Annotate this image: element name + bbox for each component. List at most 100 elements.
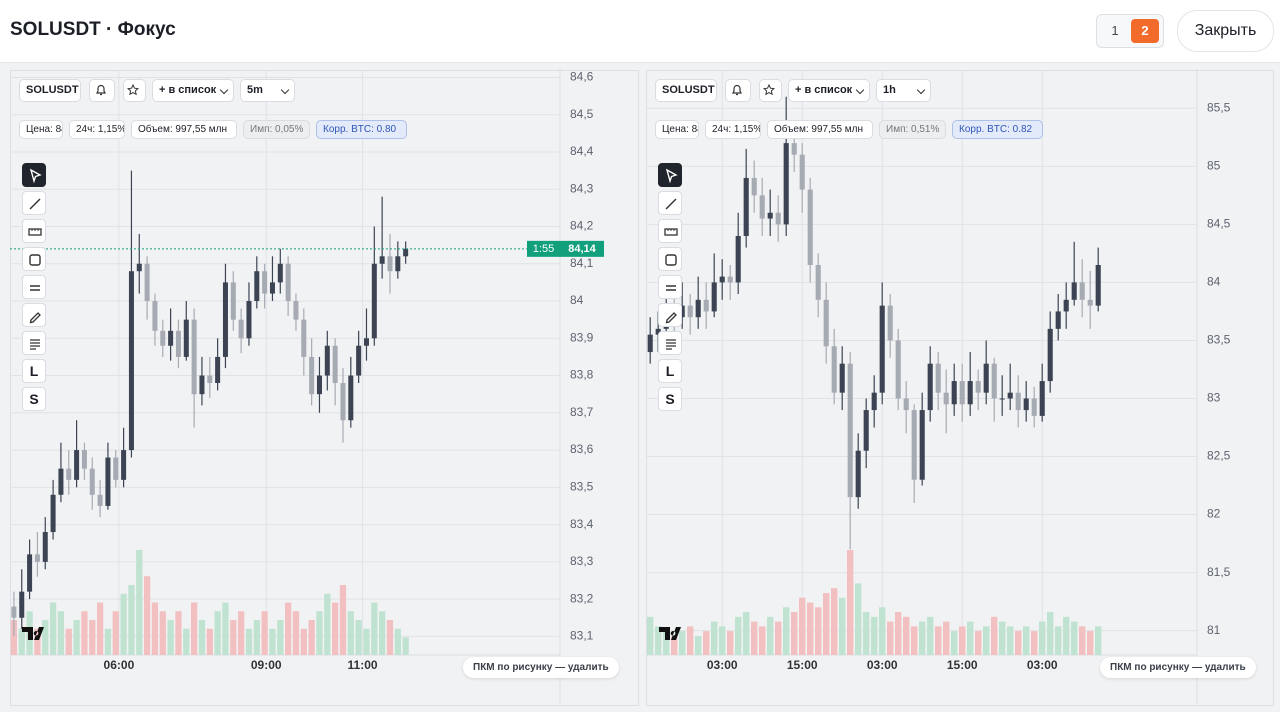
interval-select[interactable]: 1h	[876, 79, 931, 102]
candle-body	[975, 381, 981, 393]
candle-body	[903, 398, 909, 411]
volume-bar	[151, 602, 159, 655]
candle-body	[293, 301, 299, 320]
candle-body	[371, 263, 377, 339]
candle-body	[113, 457, 119, 480]
symbol-chip[interactable]: SOLUSDT	[655, 79, 717, 102]
close-button[interactable]: Закрыть	[1177, 10, 1274, 52]
tool-button[interactable]	[22, 191, 46, 215]
tool-button[interactable]: L	[658, 359, 682, 383]
candle-body	[42, 532, 48, 562]
y-tick-label: 84,5	[1207, 217, 1231, 231]
volume-bar	[167, 620, 174, 655]
volume-bar	[775, 621, 782, 655]
volume-bar	[951, 631, 958, 655]
y-tick-label: 83,1	[570, 629, 594, 643]
volume-bar	[719, 626, 726, 655]
volume-bar	[128, 585, 135, 655]
candle-body	[1087, 299, 1093, 306]
watchlist-select[interactable]: + в список	[788, 79, 870, 102]
y-tick-label: 83,5	[570, 479, 594, 493]
tool-button[interactable]: S	[22, 387, 46, 411]
volume-bar	[402, 637, 409, 655]
tool-button[interactable]: L	[22, 359, 46, 383]
candle-body	[58, 468, 64, 495]
tabs: 1 2	[1096, 14, 1164, 48]
volume-bar	[703, 631, 710, 655]
tool-button[interactable]	[658, 191, 682, 215]
tool-button[interactable]	[658, 219, 682, 243]
tool-button[interactable]	[22, 163, 46, 187]
tool-button[interactable]	[658, 163, 682, 187]
tab-active[interactable]: 2	[1131, 19, 1159, 43]
volume-bar	[57, 611, 65, 655]
tool-button[interactable]	[22, 247, 46, 271]
tool-button[interactable]	[658, 331, 682, 355]
volume-bar	[903, 616, 910, 655]
candle-body	[959, 381, 965, 405]
volume-bar	[887, 621, 894, 655]
candle-body	[783, 143, 789, 225]
candle-body	[847, 363, 853, 498]
y-tick-label: 84,4	[570, 144, 594, 158]
candle-body	[27, 554, 33, 592]
volume-bar	[863, 612, 870, 655]
candle-body	[1039, 381, 1045, 416]
y-tick-label: 85	[1207, 159, 1221, 173]
volume-bar	[96, 602, 104, 655]
tool-button[interactable]: S	[658, 387, 682, 411]
candle-body	[1071, 282, 1077, 300]
stat-chip: Цена: 84,14	[19, 120, 63, 139]
candle-body	[254, 271, 260, 302]
volume-bar	[285, 602, 292, 655]
candle-body	[238, 319, 244, 339]
tool-button[interactable]	[658, 303, 682, 327]
candle-body	[136, 263, 142, 272]
tab[interactable]: 1	[1111, 23, 1119, 38]
candle-body	[395, 256, 401, 272]
volume-bar	[711, 621, 718, 655]
x-tick-label: 03:00	[1027, 658, 1058, 672]
tool-button[interactable]	[658, 275, 682, 299]
volume-bar	[943, 621, 950, 655]
tool-button[interactable]	[22, 303, 46, 327]
symbol-chip[interactable]: SOLUSDT	[19, 79, 81, 102]
volume-bar	[363, 628, 370, 655]
tool-button[interactable]	[22, 275, 46, 299]
volume-bar	[136, 550, 143, 655]
candle-body	[379, 256, 385, 264]
candle-body	[799, 154, 805, 190]
candle-body	[735, 235, 741, 283]
alert-button[interactable]	[725, 79, 751, 102]
tool-button[interactable]	[22, 219, 46, 243]
favorite-button[interactable]	[123, 79, 146, 102]
x-tick-label: 09:00	[251, 658, 282, 672]
interval-select[interactable]: 5m	[240, 79, 295, 102]
tool-button[interactable]	[22, 331, 46, 355]
volume-bar	[386, 620, 394, 655]
alert-button[interactable]	[89, 79, 115, 102]
candle-body	[199, 375, 205, 395]
candle-body	[128, 271, 134, 451]
logo	[22, 627, 44, 640]
y-tick-label: 83,7	[570, 405, 594, 419]
volume-bar	[783, 607, 790, 655]
stat-chip: Имп: 0,05%	[243, 120, 310, 139]
y-tick-label: 83,2	[570, 591, 594, 605]
y-tick-label: 84,1	[570, 256, 594, 270]
countdown-box	[527, 240, 560, 257]
candle-body	[285, 263, 291, 302]
y-tick-label: 81,5	[1207, 565, 1231, 579]
y-tick-label: 84,2	[570, 219, 594, 233]
y-tick-label: 83,8	[570, 368, 594, 382]
volume-bar	[81, 611, 88, 655]
x-tick-label: 03:00	[707, 658, 738, 672]
candle-body	[727, 276, 733, 283]
favorite-button[interactable]	[759, 79, 782, 102]
y-tick-label: 82,5	[1207, 449, 1231, 463]
watchlist-select[interactable]: + в список	[152, 79, 234, 102]
tool-button[interactable]	[658, 247, 682, 271]
candle-body	[1047, 328, 1053, 382]
candle-body	[1095, 265, 1101, 306]
candle-body	[935, 363, 941, 393]
